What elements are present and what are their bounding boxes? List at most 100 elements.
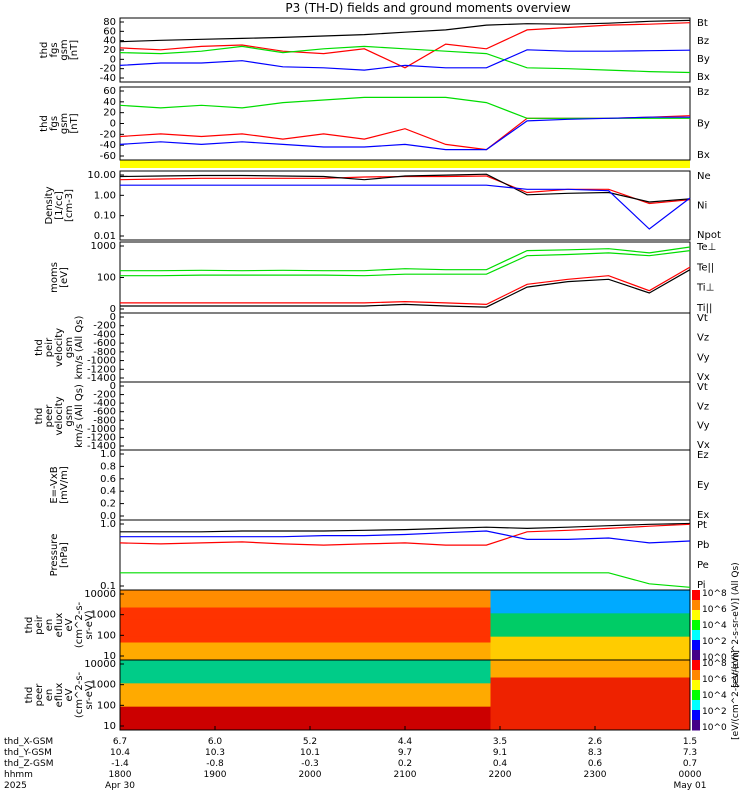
heatmap-cell	[671, 683, 681, 690]
heatmap-cell	[481, 677, 491, 684]
heatmap-cell	[642, 630, 653, 638]
heatmap-cell	[348, 619, 358, 626]
heatmap-cell	[357, 625, 368, 632]
heatmap-cell	[205, 625, 216, 632]
heatmap-cell	[139, 619, 149, 626]
heatmap-cell	[177, 718, 187, 725]
heatmap-cell	[291, 700, 301, 708]
heatmap-cell	[310, 607, 320, 614]
heatmap-cell	[196, 595, 206, 603]
heatmap-cell	[224, 625, 235, 632]
y-tick-label: 0	[110, 381, 116, 392]
heatmap-cell	[509, 613, 520, 620]
heatmap-cell	[120, 689, 130, 696]
heatmap-cell	[642, 642, 653, 649]
heatmap-cell	[272, 595, 282, 603]
heatmap-cell	[205, 706, 216, 713]
heatmap-cell	[566, 654, 577, 661]
heatmap-cell	[215, 660, 225, 667]
heatmap-cell	[633, 619, 643, 626]
heatmap-cell	[471, 619, 482, 626]
heatmap-cell	[300, 712, 311, 719]
heatmap-cell	[433, 654, 444, 661]
legend-entry: Ez	[697, 450, 709, 461]
heatmap-cell	[680, 601, 691, 608]
heatmap-cell	[433, 595, 444, 603]
y-tick-label: -1000	[87, 424, 116, 435]
series-line-Ne	[119, 175, 691, 205]
heatmap-cell	[623, 654, 634, 661]
heatmap-cell	[395, 700, 406, 708]
heatmap-cell	[509, 671, 520, 678]
heatmap-cell	[661, 613, 672, 620]
heatmap-cell	[661, 625, 672, 632]
heatmap-cell	[500, 689, 510, 696]
heatmap-cell	[243, 630, 254, 638]
heatmap-cell	[177, 660, 187, 667]
heatmap-cell	[528, 636, 539, 643]
heatmap-cell	[376, 706, 387, 713]
heatmap-cell	[481, 642, 491, 649]
heatmap-cell	[680, 630, 691, 638]
heatmap-cell	[604, 712, 615, 719]
heatmap-cell	[452, 590, 463, 597]
heatmap-cell	[405, 595, 415, 603]
heatmap-cell	[462, 648, 472, 655]
heatmap-cell	[576, 595, 586, 603]
heatmap-cell	[338, 607, 349, 614]
heatmap-cell	[177, 683, 187, 690]
axis-row-value: 2100	[394, 770, 417, 780]
y-axis-label: E=-VxB [mV/m]	[49, 466, 70, 504]
heatmap-cell	[614, 630, 624, 638]
heatmap-cell	[424, 636, 434, 643]
heatmap-cell	[604, 648, 615, 655]
heatmap-cell	[196, 648, 206, 655]
heatmap-cell	[405, 601, 415, 608]
heatmap-cell	[262, 695, 273, 702]
heatmap-cell	[633, 665, 643, 673]
heatmap-cell	[272, 695, 282, 702]
heatmap-cell	[509, 630, 520, 638]
heatmap-cell	[395, 595, 406, 603]
heatmap-cell	[139, 590, 149, 597]
heatmap-cell	[386, 642, 396, 649]
heatmap-cell	[500, 642, 510, 649]
heatmap-cell	[319, 590, 330, 597]
colorbar-tick: 10^0	[702, 723, 727, 733]
heatmap-cell	[414, 695, 425, 702]
heatmap-cell	[424, 630, 434, 638]
heatmap-cell	[310, 665, 320, 673]
y-tick-label: 1.00	[94, 190, 116, 201]
heatmap-cell	[595, 613, 605, 620]
heatmap-cell	[357, 671, 368, 678]
heatmap-cell	[604, 613, 615, 620]
heatmap-cell	[500, 648, 510, 655]
series-line-Pb	[119, 523, 691, 546]
heatmap-cell	[642, 636, 653, 643]
mode-bar	[120, 160, 690, 168]
heatmap-cell	[262, 677, 273, 684]
heatmap-cell	[585, 677, 596, 684]
heatmap-cell	[481, 665, 491, 673]
heatmap-cell	[139, 724, 149, 731]
heatmap-cell	[338, 636, 349, 643]
heatmap-cell	[148, 625, 159, 632]
heatmap-cell	[319, 706, 330, 713]
heatmap-cell	[129, 590, 140, 597]
heatmap-cell	[500, 695, 510, 702]
heatmap-cell	[585, 718, 596, 725]
heatmap-cell	[471, 712, 482, 719]
heatmap-cell	[547, 595, 558, 603]
heatmap-cell	[196, 607, 206, 614]
heatmap-cell	[500, 601, 510, 608]
heatmap-cell	[291, 613, 301, 620]
heatmap-cell	[205, 642, 216, 649]
legend-entry: Bx	[697, 150, 710, 161]
heatmap-cell	[500, 607, 510, 614]
heatmap-cell	[167, 590, 178, 597]
y-label-line: eV	[64, 618, 75, 631]
heatmap-cell	[300, 718, 311, 725]
heatmap-cell	[623, 706, 634, 713]
heatmap-cell	[319, 654, 330, 661]
y-tick-label: 1000	[91, 610, 116, 621]
